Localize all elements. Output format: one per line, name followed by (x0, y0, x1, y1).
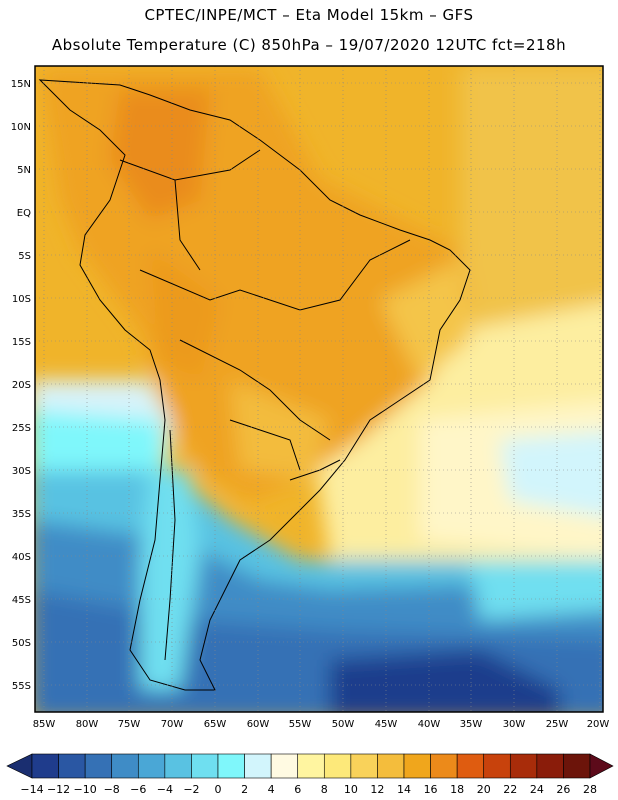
lon-label: 80W (76, 719, 99, 730)
latitude-labels: 15N 10N 5N EQ 5S 10S 15S 20S 25S 30S 35S… (11, 79, 31, 692)
colorbar-box (536, 753, 564, 779)
colorbar: −14 −12 −10 −8 −6 −4 −2 0 2 4 6 8 10 12 14 16 18 20 22 24 26… (6, 753, 614, 796)
lat-label: 15N (11, 79, 31, 90)
colorbar-tick-label: 18 (450, 783, 464, 796)
lat-label: 35S (12, 509, 31, 520)
country-outlines (38, 79, 471, 691)
colorbar-box (137, 753, 166, 779)
colorbar-tick-label: 26 (556, 783, 570, 796)
colorbar-box (563, 753, 591, 779)
lat-label: 30S (12, 466, 31, 477)
title-line-2: Absolute Temperature (C) 850hPa – 19/07/… (51, 36, 567, 54)
lat-label: 10N (11, 122, 31, 133)
graticule (35, 66, 603, 712)
colorbar-box (217, 753, 245, 779)
colorbar-box (430, 753, 458, 779)
colorbar-box (456, 753, 485, 779)
lat-label: 45S (12, 595, 31, 606)
colorbar-box (84, 753, 113, 779)
colorbar-tick-label: 20 (477, 783, 491, 796)
colorbar-box (483, 753, 511, 779)
colorbar-tick-label: 12 (370, 783, 384, 796)
lon-label: 40W (418, 719, 441, 730)
lat-label: 25S (12, 423, 31, 434)
title-line-1: CPTEC/INPE/MCT – Eta Model 15km – GFS (144, 6, 474, 24)
lon-label: 50W (332, 719, 355, 730)
lat-label: EQ (17, 208, 31, 219)
colorbar-tick-label: 22 (503, 783, 517, 796)
colorbar-tick-label: −6 (130, 783, 146, 796)
colorbar-tick-label: −12 (47, 783, 70, 796)
colorbar-box (350, 753, 378, 779)
colorbar-box (244, 753, 272, 779)
colorbar-tick-label: 28 (583, 783, 597, 796)
colorbar-box (164, 753, 192, 779)
lat-label: 5S (18, 251, 31, 262)
temperature-field (35, 66, 603, 712)
lon-label: 60W (247, 719, 270, 730)
lon-label: 25W (546, 719, 569, 730)
lon-label: 70W (161, 719, 184, 730)
lat-label: 15S (12, 337, 31, 348)
map-frame (34, 65, 604, 713)
colorbar-box (58, 753, 86, 779)
colorbar-box (191, 753, 219, 779)
colorbar-tick-label: 8 (321, 783, 328, 796)
colorbar-box (323, 753, 352, 779)
lat-label: 20S (12, 380, 31, 391)
lat-label: 40S (12, 552, 31, 563)
colorbar-tick-label: −8 (104, 783, 120, 796)
colorbar-tick-label: 14 (397, 783, 411, 796)
colorbar-ticks: −14 −12 −10 −8 −6 −4 −2 0 2 4 6 8 10 12 14 16 18 20 22 24 26… (20, 783, 597, 796)
colorbar-box (31, 753, 59, 779)
colorbar-box (509, 753, 538, 779)
colorbar-tick-label: 4 (268, 783, 275, 796)
lon-label: 65W (204, 719, 227, 730)
colorbar-tick-label: 16 (424, 783, 438, 796)
lon-label: 35W (460, 719, 483, 730)
colorbar-box (297, 753, 325, 779)
colorbar-tick-label: −4 (157, 783, 173, 796)
temperature-map: 15N 10N 5N EQ 5S 10S 15S 20S 25S 30S 35S… (11, 65, 610, 730)
colorbar-high-arrow (589, 753, 614, 779)
colorbar-tick-label: 0 (215, 783, 222, 796)
lon-label: 30W (503, 719, 526, 730)
lat-label: 5N (17, 165, 31, 176)
colorbar-box (270, 753, 299, 779)
lon-label: 20W (587, 719, 610, 730)
colorbar-tick-label: 6 (294, 783, 301, 796)
lon-label: 75W (118, 719, 141, 730)
colorbar-tick-label: 2 (241, 783, 248, 796)
lat-label: 10S (12, 294, 31, 305)
colorbar-box (111, 753, 139, 779)
colorbar-tick-label: 24 (530, 783, 544, 796)
lon-label: 85W (33, 719, 56, 730)
colorbar-tick-label: 10 (344, 783, 358, 796)
colorbar-low-arrow (6, 753, 33, 779)
lat-label: 55S (12, 681, 31, 692)
lon-label: 55W (289, 719, 312, 730)
lat-label: 50S (12, 638, 31, 649)
longitude-labels: 85W 80W 75W 70W 65W 60W 55W 50W 45W 40W … (33, 719, 610, 730)
lon-label: 45W (375, 719, 398, 730)
colorbar-box (377, 753, 405, 779)
colorbar-box (403, 753, 431, 779)
colorbar-tick-label: −2 (183, 783, 199, 796)
colorbar-tick-label: −10 (74, 783, 97, 796)
colorbar-tick-label: −14 (20, 783, 43, 796)
colorbar-boxes (6, 753, 614, 779)
